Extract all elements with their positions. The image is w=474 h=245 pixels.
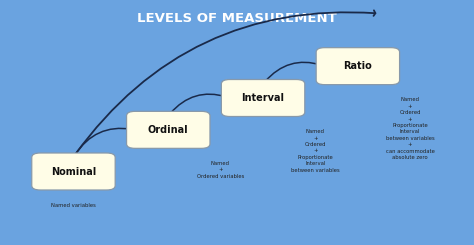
Text: Ratio: Ratio (344, 61, 372, 71)
Text: Ordinal: Ordinal (148, 125, 189, 135)
FancyBboxPatch shape (127, 111, 210, 148)
Text: Nominal: Nominal (51, 167, 96, 176)
Text: Named
+
Ordered
+
Proportionate
Interval
between variables
+
can accommodate
abs: Named + Ordered + Proportionate Interval… (385, 97, 435, 160)
Text: LEVELS OF MEASUREMENT: LEVELS OF MEASUREMENT (137, 12, 337, 25)
Text: Named
+
Ordered variables: Named + Ordered variables (197, 161, 244, 179)
FancyBboxPatch shape (221, 79, 305, 117)
Text: Named variables: Named variables (51, 203, 96, 208)
FancyBboxPatch shape (32, 153, 115, 190)
FancyBboxPatch shape (316, 48, 400, 85)
Text: Interval: Interval (242, 93, 284, 103)
Text: Named
+
Ordered
+
Proportionate
Interval
between variables: Named + Ordered + Proportionate Interval… (291, 129, 339, 173)
